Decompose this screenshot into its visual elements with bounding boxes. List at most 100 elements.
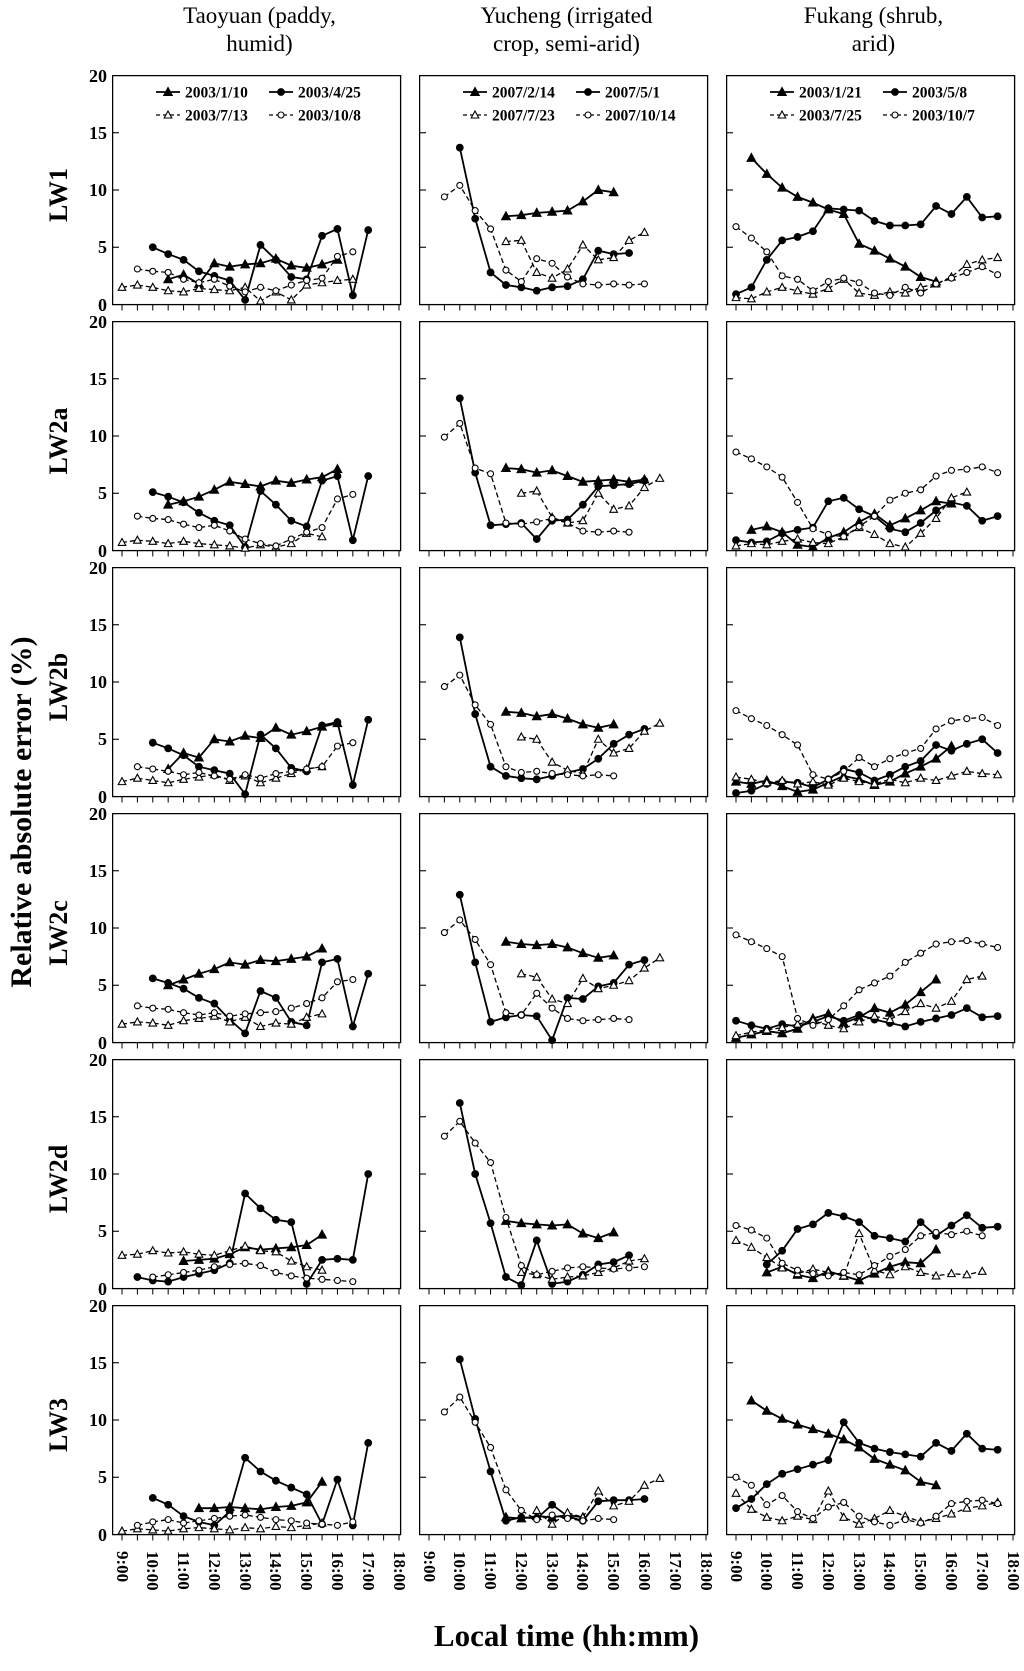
- circle-filled-marker: [318, 476, 326, 485]
- legend-entry: 2007/10/14: [576, 108, 676, 125]
- x-tick-label: 16:00: [634, 1551, 654, 1591]
- triangle-filled-marker: [915, 1257, 926, 1268]
- circle-open-marker: [579, 1263, 587, 1271]
- circle-filled-marker: [486, 1219, 495, 1228]
- circle-filled-marker: [962, 1429, 971, 1438]
- circle-filled-marker: [287, 1218, 296, 1226]
- circle-filled-marker: [179, 751, 188, 760]
- circle-open-marker: [548, 1267, 556, 1275]
- triangle-open-marker: [224, 285, 235, 295]
- circle-filled-marker: [978, 1444, 987, 1453]
- panel-cell: [419, 567, 714, 807]
- circle-open-marker: [241, 1511, 249, 1519]
- panel-cell: [726, 813, 1021, 1053]
- y-tick-label: 15: [89, 1352, 107, 1373]
- series-2003/10/7: [732, 707, 1002, 783]
- series-line: [750, 157, 937, 283]
- triangle-filled-marker: [608, 1226, 619, 1237]
- circle-open-marker: [195, 279, 203, 287]
- y-tick-label: 5: [98, 483, 107, 504]
- circle-open-marker: [318, 1275, 326, 1283]
- chart-panel-LW2a-Yucheng: [419, 321, 709, 557]
- circle-open-marker: [180, 275, 188, 283]
- triangle-filled-marker: [162, 499, 174, 509]
- circle-open-marker: [241, 288, 249, 296]
- triangle-open-marker: [731, 540, 741, 550]
- triangle-open-marker: [931, 775, 941, 785]
- triangle-open-marker: [624, 500, 634, 510]
- series-2003/7/25: [731, 1485, 1003, 1528]
- triangle-filled-marker: [853, 1441, 865, 1452]
- circle-open-marker: [241, 1259, 249, 1267]
- triangle-filled-marker: [761, 520, 772, 531]
- circle-open-marker: [287, 1004, 295, 1012]
- circle-open-marker: [502, 1213, 510, 1222]
- triangle-open-marker: [624, 235, 634, 244]
- circle-filled-marker: [584, 88, 592, 96]
- triangle-filled-marker: [301, 950, 312, 961]
- circle-open-marker: [794, 1014, 802, 1023]
- circle-filled-marker: [932, 741, 940, 749]
- triangle-filled-marker: [469, 86, 481, 96]
- triangle-filled-marker: [546, 206, 558, 216]
- series-2007/7/23: [501, 227, 650, 282]
- triangle-filled-marker: [792, 1418, 803, 1429]
- triangle-filled-marker: [500, 936, 512, 946]
- triangle-open-marker: [823, 1020, 834, 1029]
- circle-filled-marker: [793, 233, 802, 241]
- triangle-open-marker: [639, 962, 650, 972]
- circle-open-marker: [226, 282, 234, 290]
- y-tick-label: 15: [89, 368, 107, 389]
- circle-filled-marker: [179, 498, 188, 507]
- triangle-filled-marker: [531, 710, 542, 721]
- circle-open-marker: [318, 763, 326, 771]
- triangle-open-marker: [608, 504, 619, 513]
- circle-open-marker: [333, 495, 341, 503]
- y-tick-label: 0: [98, 294, 107, 315]
- triangle-filled-marker: [776, 182, 788, 192]
- series-line: [735, 738, 999, 794]
- circle-open-marker: [502, 519, 510, 527]
- panel-cell: [112, 1059, 407, 1299]
- circle-filled-marker: [625, 960, 633, 969]
- circle-filled-marker: [870, 1231, 879, 1240]
- legend-entry: 2003/5/8: [883, 85, 967, 102]
- series-line: [735, 256, 998, 300]
- series-line: [505, 467, 645, 483]
- circle-filled-marker: [793, 1465, 802, 1474]
- series-line: [458, 1359, 645, 1522]
- triangle-open-marker: [792, 1019, 803, 1028]
- triangle-open-marker: [946, 1508, 957, 1518]
- triangle-filled-marker: [915, 1476, 926, 1486]
- circle-open-marker: [809, 525, 817, 533]
- circle-filled-marker: [364, 472, 373, 480]
- plot-border: [112, 567, 402, 798]
- circle-filled-marker: [195, 267, 203, 276]
- triangle-open-marker: [854, 287, 864, 297]
- triangle-filled-marker: [193, 1254, 205, 1264]
- circle-open-marker: [917, 744, 925, 752]
- circle-filled-marker: [532, 286, 541, 295]
- circle-filled-marker: [978, 1223, 987, 1232]
- circle-open-marker: [548, 1511, 556, 1519]
- x-tick-label: 15:00: [297, 1551, 317, 1591]
- circle-open-marker: [563, 519, 572, 527]
- circle-open-marker: [287, 767, 295, 775]
- circle-open-marker: [886, 1252, 894, 1260]
- circle-filled-marker: [256, 241, 265, 249]
- triangle-open-marker: [838, 773, 849, 782]
- circle-filled-marker: [901, 762, 910, 771]
- triangle-open-marker: [946, 770, 957, 780]
- series-2007/10/14: [440, 181, 648, 289]
- circle-filled-marker: [455, 633, 464, 642]
- circle-open-marker: [487, 225, 495, 233]
- circle-filled-marker: [241, 296, 250, 304]
- panel-cell: [419, 1305, 714, 1545]
- triangle-open-marker: [900, 287, 911, 297]
- triangle-filled-marker: [255, 954, 266, 965]
- circle-open-marker: [594, 771, 602, 779]
- circle-open-marker: [809, 1270, 817, 1278]
- triangle-filled-marker: [286, 729, 297, 739]
- circle-filled-marker: [471, 958, 480, 967]
- circle-filled-marker: [148, 974, 157, 983]
